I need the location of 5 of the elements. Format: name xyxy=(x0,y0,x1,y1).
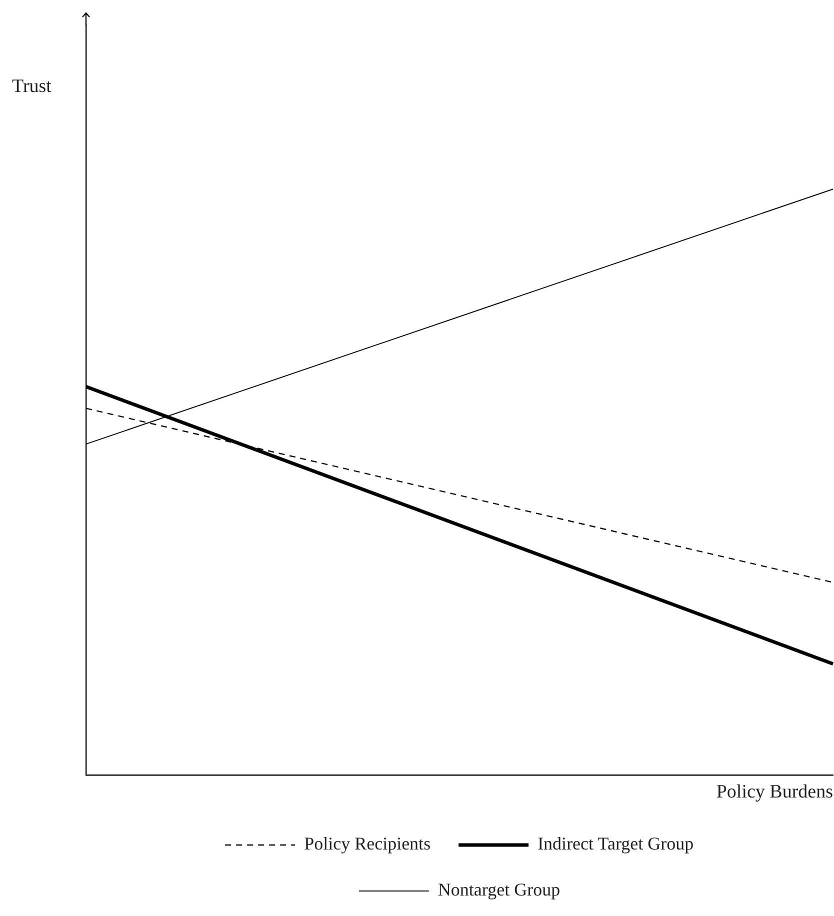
legend-label: Nontarget Group xyxy=(438,880,560,900)
legend-label: Indirect Target Group xyxy=(538,834,694,854)
y-axis-title: Trust xyxy=(12,76,52,98)
legend-label: Policy Recipients xyxy=(304,834,431,854)
x-axis-title: Policy Burdens xyxy=(716,782,833,803)
